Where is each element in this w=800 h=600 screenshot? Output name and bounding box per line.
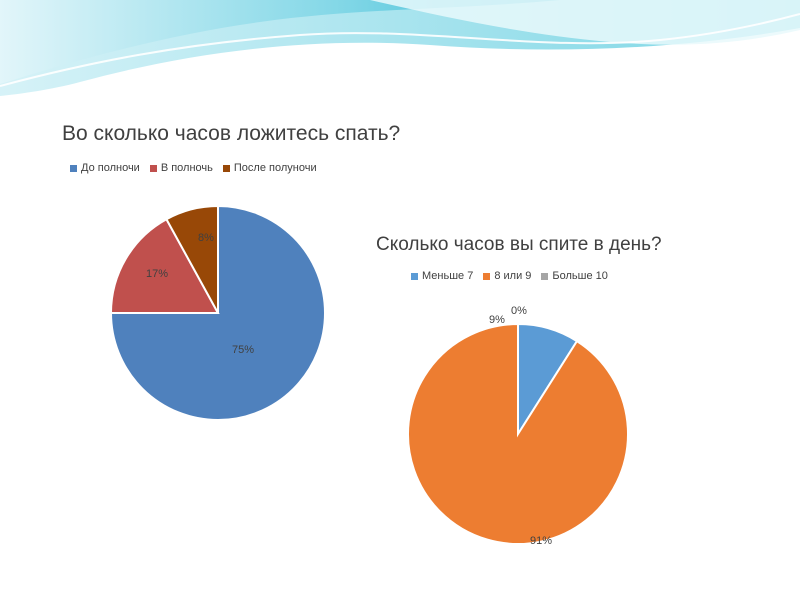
header-waves bbox=[0, 0, 800, 96]
chart1-legend-item: До полночи bbox=[70, 162, 140, 174]
chart2-legend-label: Меньше 7 bbox=[422, 270, 474, 282]
chart2-legend-swatch bbox=[411, 272, 418, 280]
chart2-legend: Меньше 7 8 или 9 Больше 10 bbox=[411, 270, 608, 282]
chart2-data-label: 91% bbox=[530, 535, 552, 547]
chart2-legend-label: Больше 10 bbox=[552, 270, 608, 282]
chart2-legend-item: Больше 10 bbox=[541, 270, 608, 282]
chart1-data-label: 17% bbox=[146, 268, 168, 280]
chart1-legend-item: В полночь bbox=[149, 162, 213, 174]
chart2-data-label: 9% bbox=[489, 314, 505, 326]
chart1-legend-swatch bbox=[149, 164, 157, 172]
chart1-data-label: 75% bbox=[232, 344, 254, 356]
chart1-legend: До полночи В полночь После полуночи bbox=[70, 162, 317, 174]
chart1-title: Во сколько часов ложитесь спать? bbox=[62, 122, 401, 145]
chart2-slice bbox=[407, 322, 629, 545]
chart2-title: Сколько часов вы спите в день? bbox=[376, 234, 662, 255]
chart1-slice bbox=[109, 217, 220, 314]
chart2-legend-swatch bbox=[483, 272, 491, 280]
chart2-legend-item: 8 или 9 bbox=[483, 270, 531, 282]
chart2-legend-swatch bbox=[541, 272, 549, 280]
chart1-slice bbox=[109, 204, 326, 421]
chart1-legend-swatch bbox=[222, 164, 230, 172]
chart2-data-label: 0% bbox=[511, 305, 527, 317]
chart1-legend-label: До полночи bbox=[81, 162, 140, 174]
chart1-data-label: 8% bbox=[198, 232, 214, 244]
chart1-legend-item: После полуночи bbox=[222, 162, 317, 174]
chart1-legend-label: После полуночи bbox=[233, 162, 317, 174]
chart1-slice bbox=[165, 204, 219, 314]
chart2-legend-label: 8 или 9 bbox=[494, 270, 532, 282]
chart1-legend-swatch bbox=[70, 164, 77, 172]
chart1-legend-label: В полночь bbox=[160, 162, 213, 174]
chart2-legend-item: Меньше 7 bbox=[411, 270, 473, 282]
